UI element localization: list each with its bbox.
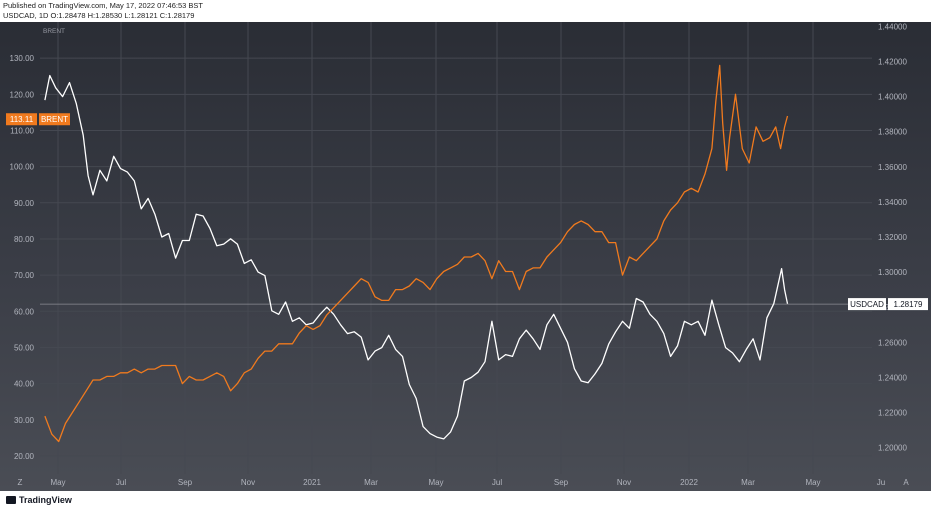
brent-value-text: 113.11: [10, 115, 34, 124]
x-axis-tick-label: May: [805, 478, 820, 487]
left-axis-tick-label: 70.00: [14, 271, 35, 280]
right-axis-tick-label: 1.38000: [878, 128, 907, 137]
x-axis-tick-label: Jul: [116, 478, 126, 487]
left-axis-tick-label: 40.00: [14, 380, 35, 389]
brent-name-badge: [39, 113, 70, 126]
brent-series-line: [44, 64, 789, 443]
chart-canvas[interactable]: 20.00 30.00 40.00 50.00 60.00 70.00 80.00 90.00…: [0, 22, 931, 491]
x-axis-tick-label: Sep: [554, 478, 569, 487]
right-axis-tick-label: 1.42000: [878, 57, 907, 66]
right-axis-tick-label: 1.34000: [878, 198, 907, 207]
x-axis-tick-label: Nov: [241, 478, 255, 487]
right-axis-tick-label: 1.24000: [878, 373, 907, 382]
x-axis-tick-label: Z: [18, 478, 23, 487]
left-axis-tick-label: 50.00: [14, 343, 35, 352]
x-axis-tick-label: 2021: [303, 478, 321, 487]
tradingview-logo[interactable]: TradingView: [6, 495, 72, 505]
indicator-label: BRENT: [43, 28, 65, 35]
x-axis-tick-label: May: [428, 478, 443, 487]
left-axis-tick-label: 110.00: [10, 126, 34, 135]
left-axis-tick-label: 120.00: [10, 90, 35, 99]
brent-name-text: BRENT: [41, 115, 68, 124]
usdcad-value-badge: [888, 298, 928, 311]
left-axis-tick-label: 90.00: [14, 199, 35, 208]
right-axis-tick-label: 1.26000: [878, 338, 907, 347]
x-axis-tick-label: A: [903, 478, 909, 487]
usdcad-value-text: 1.28179: [894, 300, 923, 309]
right-axis-tick-label: 1.20000: [878, 444, 907, 453]
chart-area[interactable]: 20.00 30.00 40.00 50.00 60.00 70.00 80.00 90.00…: [0, 22, 931, 491]
right-axis-tick-label: 1.40000: [878, 93, 907, 102]
right-axis-tick-label: 1.36000: [878, 163, 907, 172]
publish-info: Published on TradingView.com, May 17, 20…: [3, 1, 203, 10]
x-axis-tick-label: Sep: [178, 478, 193, 487]
usdcad-name-text: USDCAD: [850, 300, 884, 309]
tradingview-logo-icon: [6, 496, 16, 504]
symbol-ohlc: USDCAD, 1D O:1.28478 H:1.28530 L:1.28121…: [3, 11, 195, 20]
left-axis-tick-label: 30.00: [14, 416, 35, 425]
usdcad-series-line: [44, 74, 789, 440]
left-axis-tick-label: 100.00: [10, 163, 35, 172]
x-axis-tick-label: Nov: [617, 478, 631, 487]
publish-header: Published on TradingView.com, May 17, 20…: [0, 0, 931, 22]
right-axis-tick-label: 1.30000: [878, 268, 907, 277]
brent-value-badge: [6, 113, 37, 126]
x-axis-tick-label: May: [50, 478, 65, 487]
brand-name: TradingView: [19, 495, 72, 505]
right-axis-tick-label: 1.32000: [878, 233, 907, 242]
x-axis-tick-label: Mar: [741, 478, 755, 487]
left-axis-tick-label: 80.00: [14, 235, 35, 244]
x-axis-tick-label: Jul: [492, 478, 502, 487]
right-axis-tick-label: 1.22000: [878, 409, 907, 418]
left-axis-tick-label: 130.00: [10, 54, 35, 63]
x-axis-tick-label: Mar: [364, 478, 378, 487]
footer: TradingView: [0, 491, 931, 511]
x-axis-tick-label: Ju: [877, 478, 885, 487]
left-axis-tick-label: 60.00: [14, 307, 35, 316]
right-axis-tick-label: 1.44000: [878, 22, 907, 31]
x-axis-tick-label: 2022: [680, 478, 698, 487]
left-axis-tick-label: 20.00: [14, 452, 35, 461]
usdcad-name-badge: [848, 298, 886, 311]
